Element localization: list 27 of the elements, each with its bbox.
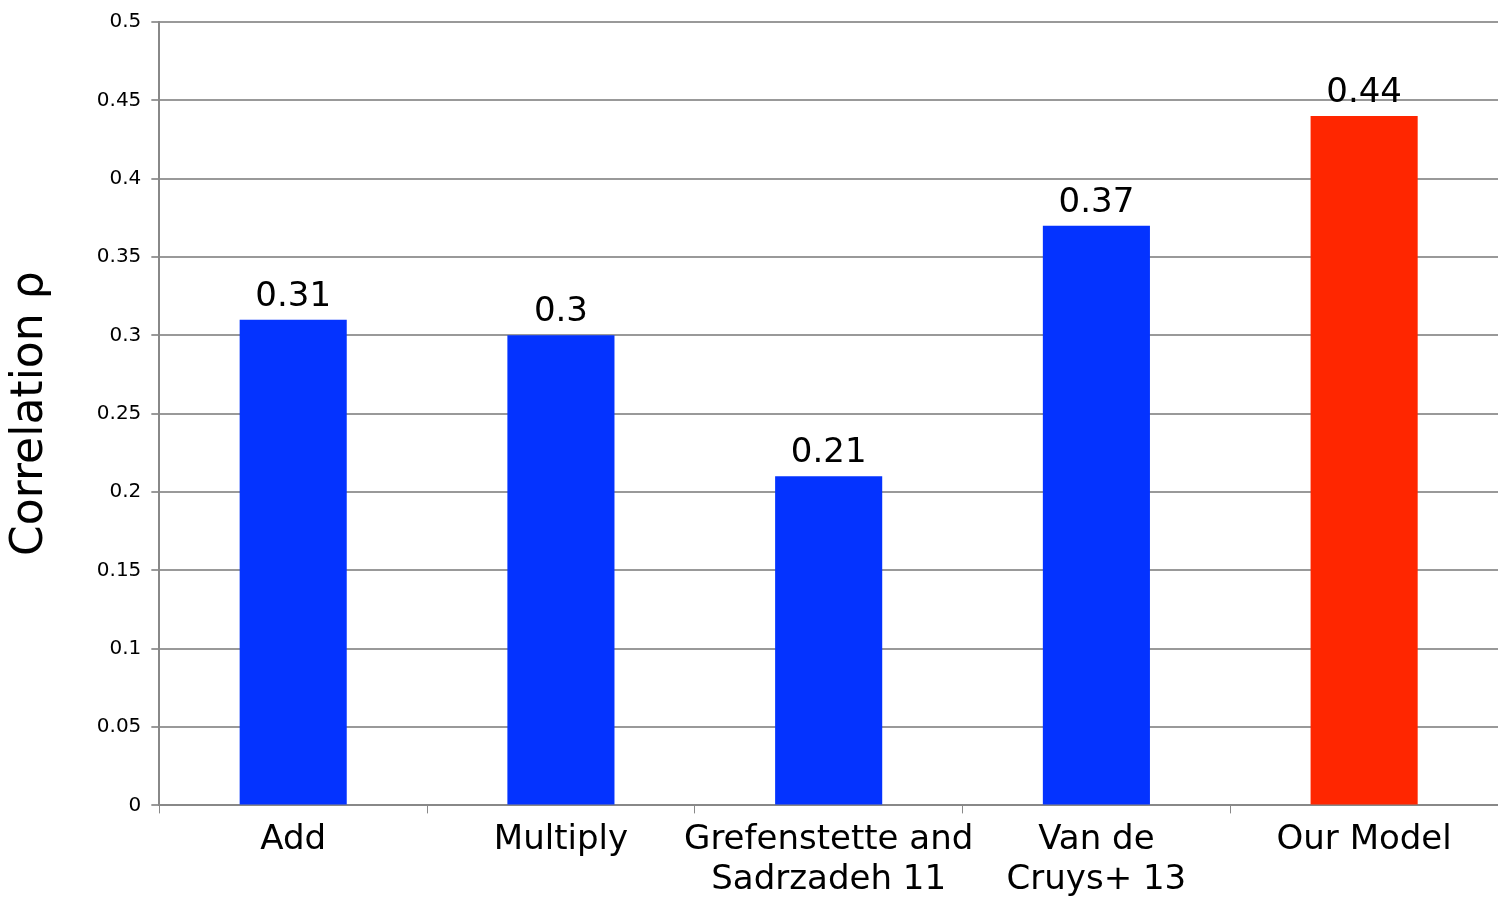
x-tick-label: Grefenstette and Sadrzadeh 11: [684, 816, 974, 898]
y-tick-label: 0.15: [96, 556, 142, 581]
data-label: 0.3: [533, 289, 588, 330]
bar: [775, 476, 883, 805]
x-tick-label: Our Model: [1276, 816, 1452, 857]
data-label: 0.37: [1058, 179, 1135, 220]
y-tick-label: 0.3: [109, 321, 142, 346]
bar: [1042, 225, 1150, 805]
y-tick-label: 0.45: [96, 86, 142, 111]
bar: [239, 319, 347, 805]
x-tick-label: Van de Cruys+ 13: [1006, 816, 1187, 898]
data-label: 0.44: [1326, 69, 1402, 110]
bar: [1310, 116, 1418, 805]
y-tick-label: 0: [128, 791, 142, 816]
y-tick-label: 0.4: [109, 164, 142, 189]
x-tick-label: Add: [260, 816, 327, 857]
y-tick-label: 0.35: [96, 243, 142, 268]
data-label: 0.21: [790, 430, 867, 471]
y-tick-label: 0.2: [109, 478, 142, 503]
y-tick-label: 0.25: [96, 399, 142, 424]
bar: [507, 335, 615, 805]
y-tick-label: 0.1: [109, 634, 142, 659]
x-tick-label: Multiply: [493, 816, 629, 857]
data-label: 0.31: [255, 273, 332, 314]
y-tick-label: 0.05: [96, 713, 142, 738]
y-axis-title: Correlation ρ: [0, 271, 52, 556]
y-tick-label: 0.5: [109, 8, 142, 33]
